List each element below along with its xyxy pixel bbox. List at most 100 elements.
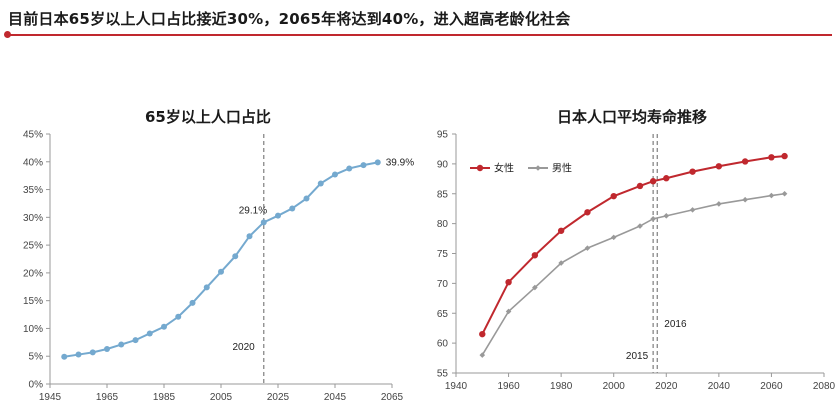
left-x-tick-label: 2025 <box>267 392 290 403</box>
left-y-tick-label: 10% <box>23 324 43 335</box>
female-data-point <box>741 158 749 165</box>
right-y-tick-label: 85 <box>437 189 449 200</box>
right-x-tick-label: 1980 <box>550 381 573 392</box>
left-data-point <box>189 299 196 306</box>
left-data-point <box>61 353 68 360</box>
right-reference-label-2016: 2016 <box>664 319 687 330</box>
left-y-tick-label: 0% <box>29 380 44 391</box>
right-chart-title: 日本人口平均寿命推移 <box>557 108 708 126</box>
female-data-point <box>505 278 512 286</box>
left-x-tick-label: 1965 <box>96 392 119 403</box>
male-data-point <box>584 245 591 251</box>
male-data-point <box>716 201 722 207</box>
female-data-point <box>557 227 565 234</box>
male-data-point <box>689 207 696 213</box>
left-data-point <box>346 165 353 172</box>
right-x-tick-label: 1960 <box>497 381 520 392</box>
male-data-point <box>637 223 643 229</box>
right-x-tick-label: 2040 <box>708 381 731 392</box>
header-rule-dot <box>4 31 11 38</box>
male-data-point <box>479 352 486 358</box>
right-y-tick-label: 55 <box>437 369 449 380</box>
left-data-point <box>175 313 182 320</box>
left-y-tick-label: 35% <box>23 185 43 196</box>
male-data-point <box>742 196 748 203</box>
left-data-point <box>203 284 210 291</box>
left-data-point <box>275 212 281 219</box>
right-y-tick-label: 70 <box>437 279 449 290</box>
right-y-tick-label: 80 <box>437 219 449 230</box>
female-data-point <box>531 252 539 259</box>
female-data-point <box>781 152 788 160</box>
left-data-point <box>89 349 96 356</box>
right-y-tick-label: 60 <box>437 339 449 350</box>
right-x-tick-label: 2000 <box>603 381 626 392</box>
male-data-point <box>781 190 788 197</box>
female-data-point <box>636 182 644 190</box>
left-chart-title: 65岁以上人口占比 <box>145 108 271 126</box>
left-data-point <box>374 159 381 166</box>
male-series-line <box>481 192 785 356</box>
left-y-tick-label: 20% <box>23 268 43 279</box>
female-data-point <box>584 209 591 216</box>
left-y-tick-label: 45% <box>23 130 43 141</box>
left-data-point <box>360 162 367 169</box>
female-data-point <box>610 192 617 200</box>
left-data-point <box>118 341 125 348</box>
male-legend-label: 男性 <box>552 162 572 175</box>
header-rule <box>10 34 832 36</box>
female-legend-label: 女性 <box>494 162 514 175</box>
female-data-point <box>479 330 486 338</box>
male-data-point <box>532 284 538 291</box>
male-data-point <box>610 234 617 241</box>
female-series-line <box>481 155 785 335</box>
right-reference-label-2015: 2015 <box>626 351 649 362</box>
female-data-point <box>663 175 670 182</box>
left-data-point <box>260 219 267 226</box>
left-data-point <box>289 205 296 212</box>
left-data-point <box>246 233 253 240</box>
left-data-point <box>317 180 324 187</box>
female-data-point <box>768 154 775 161</box>
right-x-tick-label: 2080 <box>813 381 836 392</box>
left-data-point <box>218 268 224 275</box>
male-data-point <box>663 213 670 219</box>
male-data-point <box>558 260 564 266</box>
left-y-tick-label: 30% <box>23 213 43 224</box>
female-data-point <box>715 163 723 170</box>
right-y-tick-label: 95 <box>437 130 449 141</box>
left-y-tick-label: 15% <box>23 296 43 307</box>
male-data-point <box>650 216 656 222</box>
left-data-point <box>146 330 153 337</box>
male-legend-marker <box>535 165 541 171</box>
left-x-tick-label: 1945 <box>39 392 62 403</box>
left-x-tick-label: 2005 <box>210 392 233 403</box>
left-annotation-2020: 29.1% <box>239 205 267 216</box>
left-reference-label: 2020 <box>233 342 256 353</box>
left-y-tick-label: 25% <box>23 241 43 252</box>
left-y-tick-label: 40% <box>23 157 43 168</box>
left-data-point <box>303 195 310 202</box>
left-data-point <box>232 253 239 260</box>
female-data-point <box>689 168 696 175</box>
left-data-point <box>132 337 139 344</box>
left-annotation-2060: 39.9% <box>386 157 414 168</box>
left-x-tick-label: 2065 <box>381 392 404 403</box>
left-data-point <box>332 171 338 178</box>
left-data-point <box>104 346 110 352</box>
left-data-point <box>161 323 167 330</box>
female-legend-marker <box>476 164 484 172</box>
male-data-point <box>505 308 512 315</box>
right-y-tick-label: 75 <box>437 249 449 260</box>
right-x-tick-label: 1940 <box>445 381 468 392</box>
left-x-tick-label: 1985 <box>153 392 176 403</box>
right-y-tick-label: 90 <box>437 159 449 170</box>
right-x-tick-label: 2020 <box>655 381 678 392</box>
left-data-point <box>75 351 82 358</box>
left-y-tick-label: 5% <box>29 352 44 363</box>
female-data-point <box>649 178 657 185</box>
left-x-tick-label: 2045 <box>324 392 347 403</box>
male-data-point <box>768 192 775 199</box>
